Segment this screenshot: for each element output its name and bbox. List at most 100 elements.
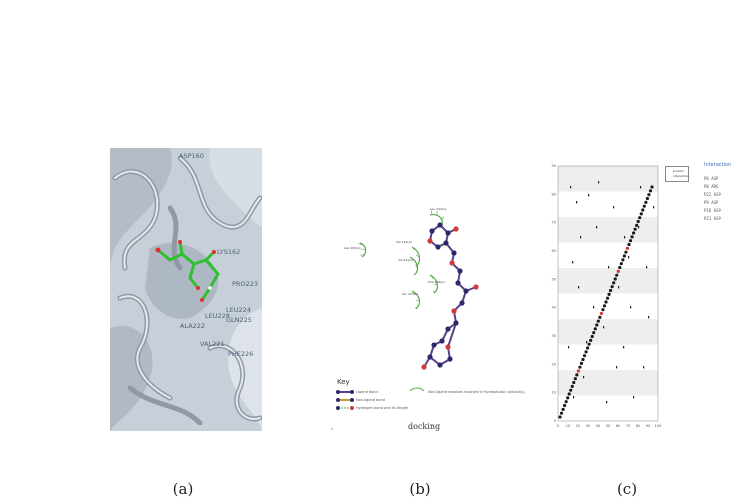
contact-map-drawing: 0 10 20 30 40 50 60 70 80 90 100 0 10 20 30 40 50 60 70 80… [552, 164, 662, 428]
contact-point [612, 281, 616, 285]
contact-point [638, 216, 642, 220]
contact-point [604, 300, 608, 304]
contact-point [618, 286, 620, 289]
x-tick-label: 100 [655, 424, 662, 428]
interaction-row: P9 ASP [704, 200, 719, 205]
hydrophobic-residue-label: Phe 226(A) [428, 280, 445, 284]
contact-point [575, 373, 579, 377]
contact-point [588, 194, 590, 197]
residue-label: ASP160 [179, 152, 204, 160]
residue-label: VAL221 [200, 340, 225, 348]
residue-label: ALA222 [180, 322, 206, 330]
y-tick-label: 0 [554, 419, 556, 423]
hydrophobic-arc [429, 214, 443, 226]
contact-point [646, 266, 648, 269]
contact-point [648, 189, 653, 193]
contact-point [645, 196, 649, 201]
residue-label: PHE226 [228, 350, 254, 358]
contact-point [570, 186, 572, 189]
contact-point [627, 242, 631, 247]
y-tick-label: 40 [552, 306, 556, 310]
hydrophobic-arc [409, 256, 419, 276]
contact-point [615, 273, 619, 277]
interaction-row: P22 ASP [704, 192, 721, 197]
plot-legend: protein interaction [665, 166, 689, 182]
legend-entry: protein [673, 169, 684, 173]
contact-point [641, 208, 645, 212]
contact-point [580, 236, 582, 239]
contact-point [624, 236, 626, 239]
caption-c: (c) [616, 480, 638, 498]
plot-frame [557, 165, 659, 422]
grid-band [558, 217, 658, 243]
y-tick-label: 70 [552, 221, 556, 225]
y-tick-label: 60 [552, 249, 556, 253]
contact-point [572, 380, 576, 385]
contact-point [613, 277, 617, 281]
contact-point [598, 315, 602, 319]
y-tick-label: 20 [552, 362, 556, 366]
contact-point [636, 219, 640, 224]
contact-point [593, 327, 597, 331]
contact-point [647, 193, 651, 197]
contact-point [568, 346, 570, 349]
residue-label: LYS162 [217, 248, 241, 256]
key-swatches [331, 387, 425, 430]
contact-point [613, 206, 615, 209]
x-tick-label: 70 [626, 424, 630, 428]
contact-point [633, 227, 637, 231]
contact-point [619, 262, 623, 266]
contact-point [628, 256, 630, 259]
contact-point [643, 366, 645, 369]
contact-point [608, 266, 610, 269]
docking-label: docking [408, 422, 441, 431]
contact-point [630, 306, 632, 309]
contact-point [595, 323, 599, 327]
contact-point [598, 181, 600, 184]
interaction-row: P21 ASP [704, 216, 721, 221]
contact-point [587, 342, 591, 346]
contact-point [583, 376, 585, 379]
contact-point [578, 286, 580, 289]
y-tick-label: 80 [552, 192, 556, 196]
contact-point [650, 185, 654, 189]
grid-band [558, 268, 658, 294]
contact-point [582, 354, 587, 358]
contact-point [596, 226, 598, 229]
contact-point [635, 223, 639, 227]
key-item: Non-ligand residues involved in hydropho… [428, 390, 525, 394]
protein-structure-image [110, 148, 262, 431]
contact-point [640, 186, 642, 189]
contact-point [607, 292, 611, 296]
grid-band [558, 319, 658, 345]
contact-map-plot: 0 10 20 30 40 50 60 70 80 90 100 0 10 20 30 40 50 60 70 80… [548, 158, 738, 428]
y-tick-label: 50 [552, 277, 556, 281]
contact-point [623, 346, 625, 349]
hydrophobic-arc [359, 242, 367, 258]
contact-point [561, 407, 565, 411]
contact-point [622, 254, 626, 258]
contact-point [638, 226, 640, 229]
contact-point [586, 346, 590, 350]
contact-point [590, 334, 594, 339]
contact-point [558, 415, 562, 419]
contact-point [599, 311, 603, 316]
contact-point [606, 401, 608, 404]
contact-point [624, 250, 628, 254]
hydrophobic-arc [429, 274, 439, 294]
contact-point [653, 206, 655, 209]
y-tick-label: 10 [552, 391, 556, 395]
x-tick-label: 40 [596, 424, 600, 428]
contact-point [633, 396, 635, 399]
hydrophobic-residue-label: Ala 222(A) [396, 240, 412, 244]
contact-point [601, 308, 605, 312]
hydrophobic-residue-label: Asp 160(A) [344, 246, 361, 250]
contact-point [569, 388, 573, 392]
contact-point [564, 400, 568, 404]
contact-point [642, 204, 646, 208]
caption-a: (a) [172, 480, 194, 498]
key-item: Ligand bond [356, 390, 378, 394]
interaction-row: P8 ARG [704, 184, 719, 189]
ligplot-drawing [331, 209, 479, 430]
contact-point [630, 235, 634, 239]
